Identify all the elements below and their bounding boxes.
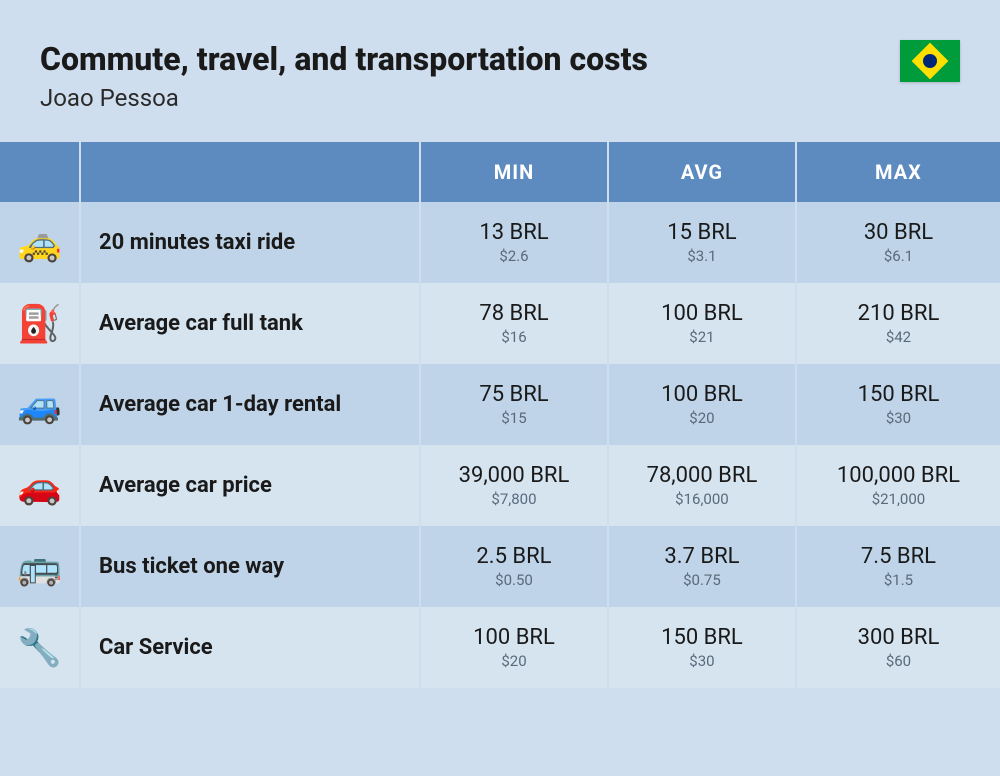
cell-min: 78 BRL $16 <box>420 283 608 364</box>
value-brl: 300 BRL <box>807 625 990 650</box>
cell-max: 100,000 BRL $21,000 <box>796 445 1000 526</box>
brazil-flag-icon <box>900 40 960 82</box>
cell-min: 75 BRL $15 <box>420 364 608 445</box>
row-icon: 🚗 <box>0 445 80 526</box>
cell-avg: 150 BRL $30 <box>608 607 796 688</box>
row-icon: 🚌 <box>0 526 80 607</box>
value-usd: $15 <box>431 409 597 427</box>
cell-min: 2.5 BRL $0.50 <box>420 526 608 607</box>
value-brl: 210 BRL <box>807 301 990 326</box>
value-brl: 3.7 BRL <box>619 544 785 569</box>
value-usd: $0.50 <box>431 571 597 589</box>
value-brl: 150 BRL <box>807 382 990 407</box>
table-row: ⛽Average car full tank 78 BRL $16 100 BRL $2… <box>0 283 1000 364</box>
value-usd: $20 <box>431 652 597 670</box>
row-label: Car Service <box>80 607 420 688</box>
cell-max: 30 BRL $6.1 <box>796 202 1000 283</box>
value-usd: $0.75 <box>619 571 785 589</box>
cell-max: 300 BRL $60 <box>796 607 1000 688</box>
cell-min: 13 BRL $2.6 <box>420 202 608 283</box>
cell-avg: 78,000 BRL $16,000 <box>608 445 796 526</box>
row-icon: 🔧 <box>0 607 80 688</box>
value-brl: 15 BRL <box>619 220 785 245</box>
table-header-row: MIN AVG MAX <box>0 142 1000 202</box>
header-icon-col <box>0 142 80 202</box>
row-label: 20 minutes taxi ride <box>80 202 420 283</box>
cell-max: 210 BRL $42 <box>796 283 1000 364</box>
cell-max: 150 BRL $30 <box>796 364 1000 445</box>
value-usd: $16,000 <box>619 490 785 508</box>
row-label: Average car full tank <box>80 283 420 364</box>
value-usd: $1.5 <box>807 571 990 589</box>
page-title: Commute, travel, and transportation cost… <box>40 40 648 78</box>
cell-avg: 100 BRL $21 <box>608 283 796 364</box>
value-usd: $16 <box>431 328 597 346</box>
cell-avg: 3.7 BRL $0.75 <box>608 526 796 607</box>
value-usd: $21,000 <box>807 490 990 508</box>
value-brl: 75 BRL <box>431 382 597 407</box>
value-brl: 78 BRL <box>431 301 597 326</box>
value-usd: $7,800 <box>431 490 597 508</box>
cell-min: 100 BRL $20 <box>420 607 608 688</box>
header-min: MIN <box>420 142 608 202</box>
header-avg: AVG <box>608 142 796 202</box>
value-brl: 100 BRL <box>619 382 785 407</box>
cost-table: MIN AVG MAX 🚕20 minutes taxi ride 13 BRL $… <box>0 142 1000 688</box>
row-icon: 🚙 <box>0 364 80 445</box>
value-brl: 2.5 BRL <box>431 544 597 569</box>
value-brl: 100 BRL <box>619 301 785 326</box>
row-label: Bus ticket one way <box>80 526 420 607</box>
value-brl: 39,000 BRL <box>431 463 597 488</box>
value-brl: 7.5 BRL <box>807 544 990 569</box>
cell-min: 39,000 BRL $7,800 <box>420 445 608 526</box>
value-brl: 30 BRL <box>807 220 990 245</box>
value-usd: $30 <box>807 409 990 427</box>
value-usd: $30 <box>619 652 785 670</box>
value-usd: $60 <box>807 652 990 670</box>
header-max: MAX <box>796 142 1000 202</box>
value-usd: $2.6 <box>431 247 597 265</box>
value-brl: 150 BRL <box>619 625 785 650</box>
row-icon: 🚕 <box>0 202 80 283</box>
value-usd: $20 <box>619 409 785 427</box>
page-subtitle: Joao Pessoa <box>40 84 648 112</box>
value-usd: $21 <box>619 328 785 346</box>
header: Commute, travel, and transportation cost… <box>0 0 1000 142</box>
value-usd: $6.1 <box>807 247 990 265</box>
table-row: 🚙Average car 1-day rental 75 BRL $15 100 BR… <box>0 364 1000 445</box>
table-row: 🔧Car Service 100 BRL $20 150 BRL $30 300 BRL $… <box>0 607 1000 688</box>
header-label-col <box>80 142 420 202</box>
row-icon: ⛽ <box>0 283 80 364</box>
table-row: 🚕20 minutes taxi ride 13 BRL $2.6 15 BRL $3.… <box>0 202 1000 283</box>
row-label: Average car price <box>80 445 420 526</box>
table-row: 🚗Average car price 39,000 BRL $7,800 78,000… <box>0 445 1000 526</box>
row-label: Average car 1-day rental <box>80 364 420 445</box>
value-brl: 100,000 BRL <box>807 463 990 488</box>
value-usd: $3.1 <box>619 247 785 265</box>
value-brl: 78,000 BRL <box>619 463 785 488</box>
cell-avg: 15 BRL $3.1 <box>608 202 796 283</box>
cell-avg: 100 BRL $20 <box>608 364 796 445</box>
table-row: 🚌Bus ticket one way 2.5 BRL $0.50 3.7 BRL $0… <box>0 526 1000 607</box>
value-brl: 100 BRL <box>431 625 597 650</box>
value-usd: $42 <box>807 328 990 346</box>
value-brl: 13 BRL <box>431 220 597 245</box>
header-text: Commute, travel, and transportation cost… <box>40 40 648 112</box>
cell-max: 7.5 BRL $1.5 <box>796 526 1000 607</box>
